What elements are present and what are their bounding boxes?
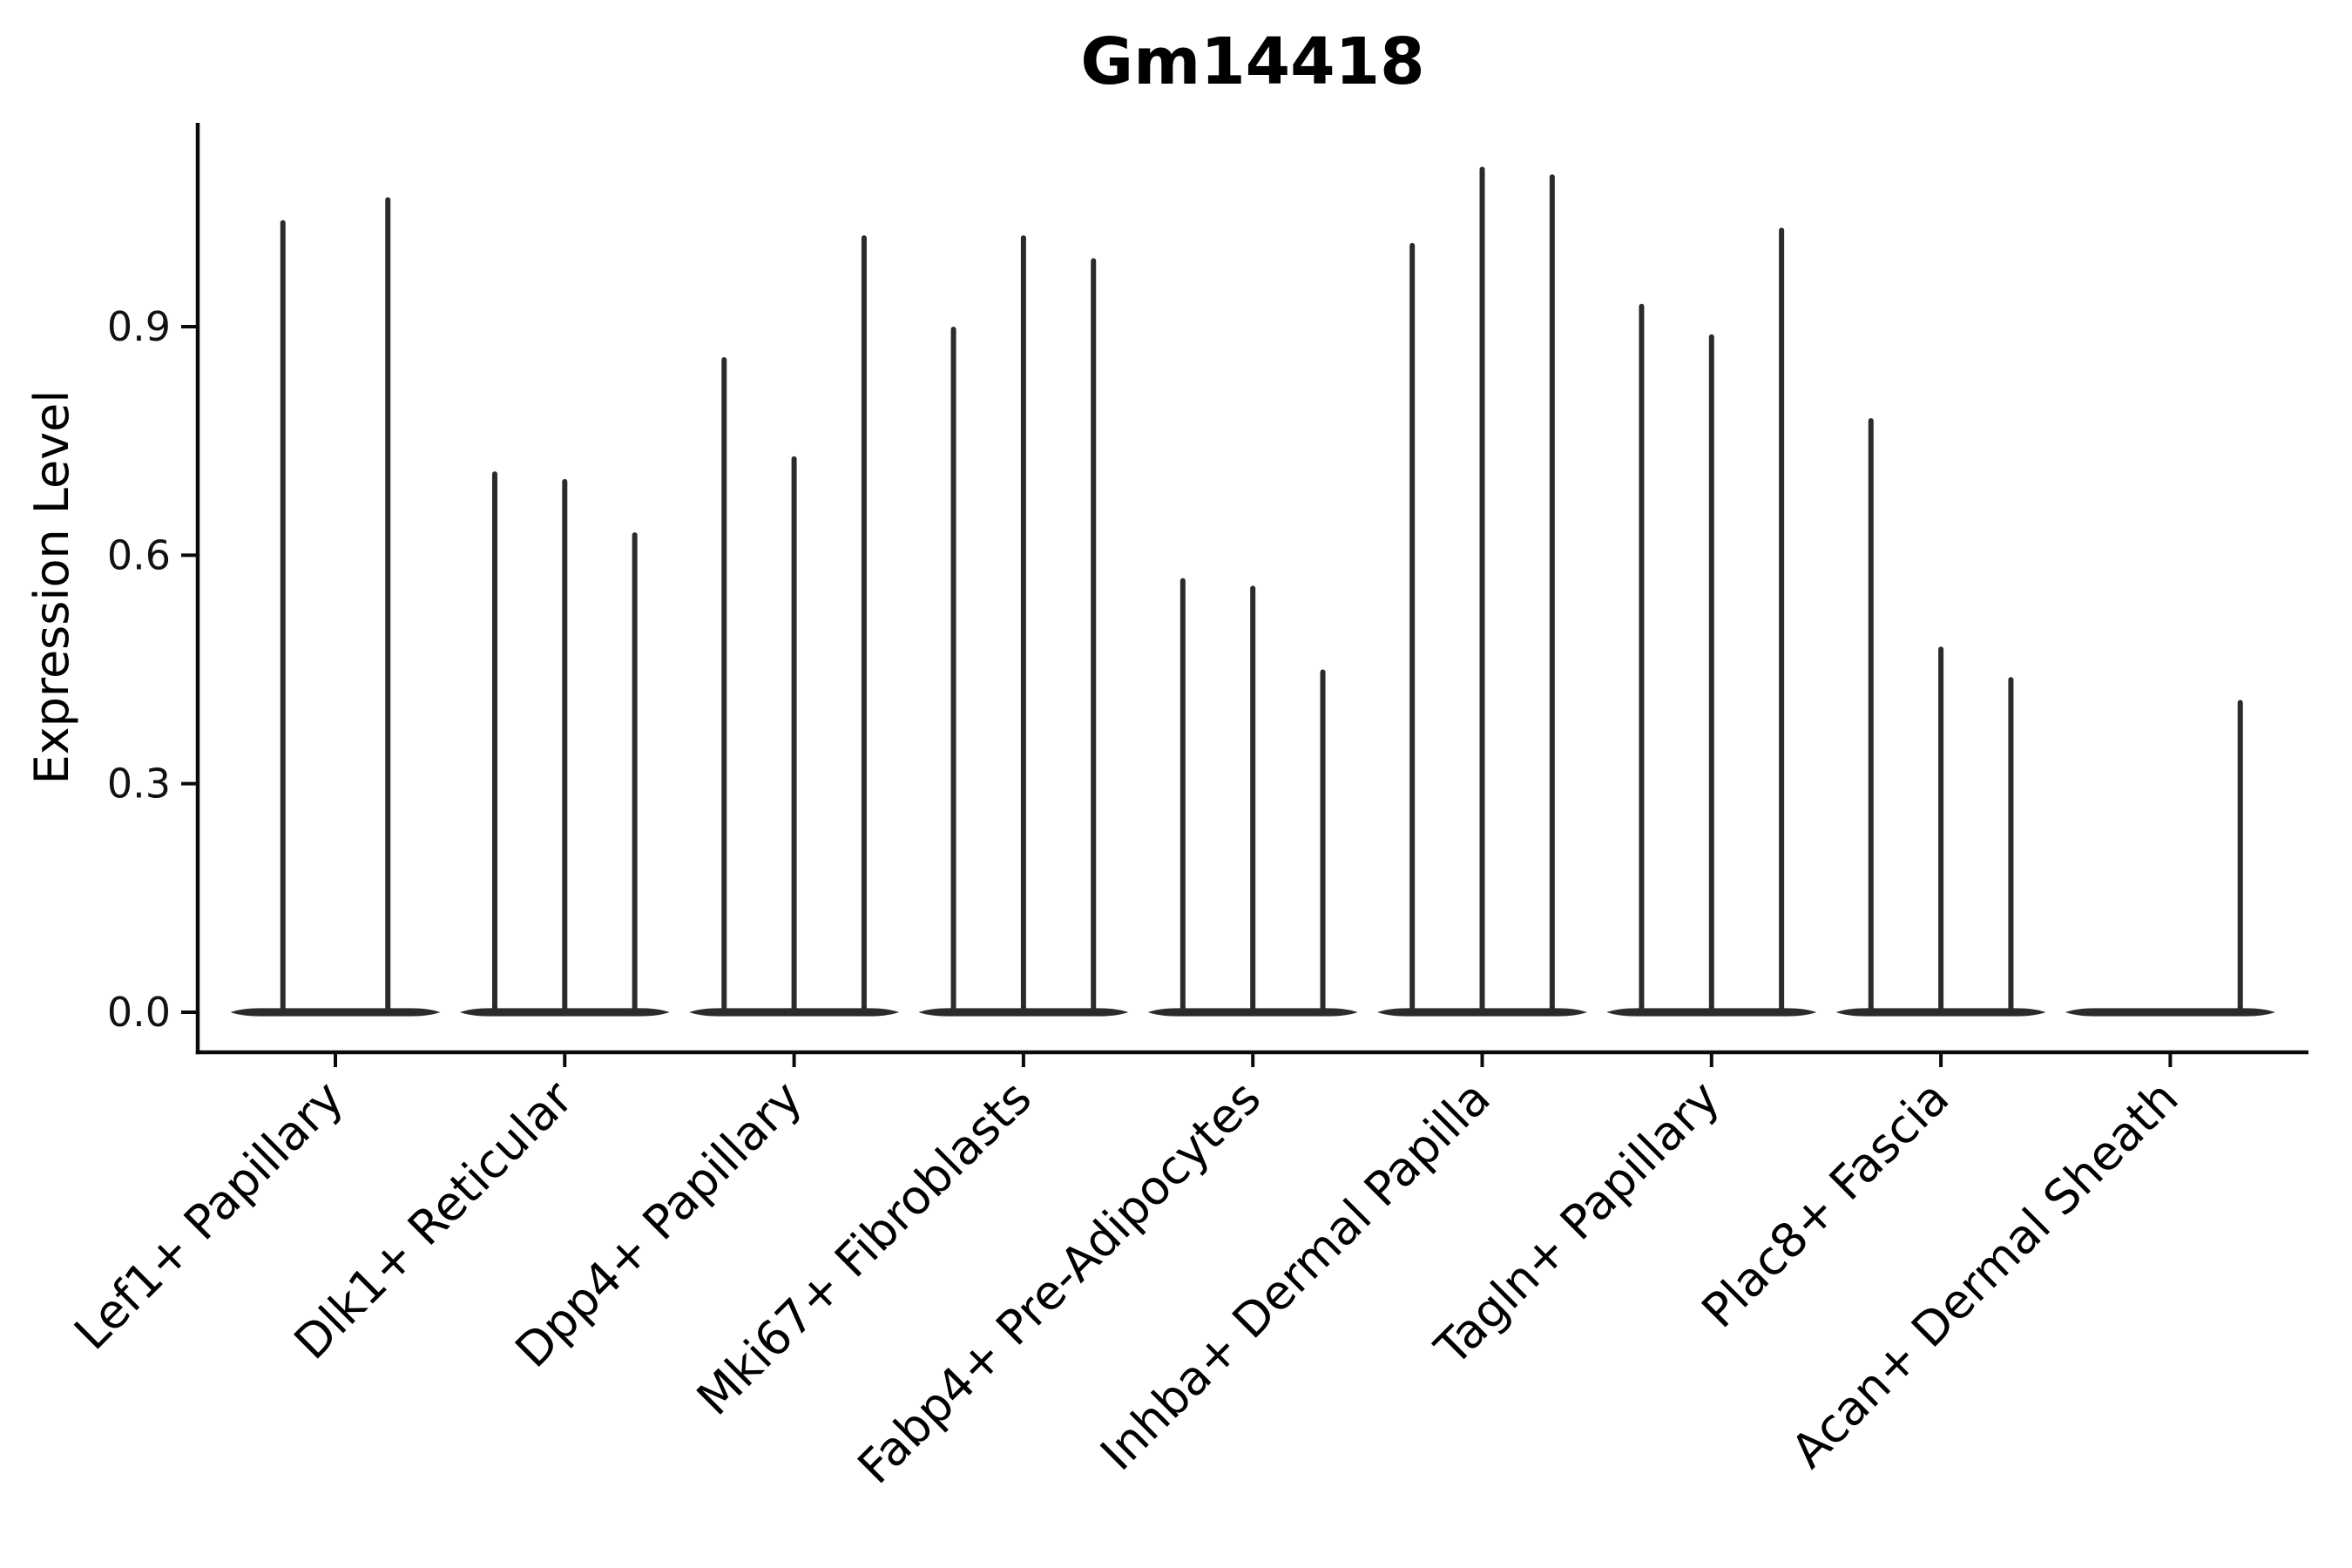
chart-title: Gm14418 <box>1080 24 1424 99</box>
violin-base <box>2065 1008 2275 1017</box>
x-category-label: Inhba+ Dermal Papilla <box>1090 1071 1500 1481</box>
violin-layer <box>230 166 2275 1017</box>
x-category-label: Acan+ Dermal Sheath <box>1781 1071 2188 1478</box>
x-category-label: Plac8+ Fascia <box>1692 1071 1960 1339</box>
y-axis-label: Expression Level <box>24 390 79 785</box>
violin-base <box>230 1008 441 1017</box>
y-tick-label: 0.3 <box>107 760 171 808</box>
y-tick-label: 0.0 <box>107 989 171 1036</box>
y-tick-label: 0.6 <box>107 531 171 578</box>
x-category-label: Fabp4+ Pre-Adipocytes <box>848 1071 1272 1495</box>
y-tick-label: 0.9 <box>107 303 171 350</box>
